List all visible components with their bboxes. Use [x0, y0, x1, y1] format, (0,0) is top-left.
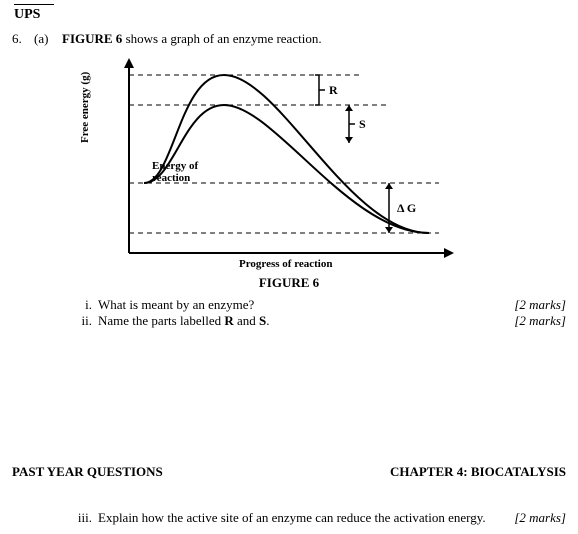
page: UPS 6. (a) FIGURE 6 shows a graph of an … [0, 0, 578, 329]
y-axis-label: Free energy (g) [79, 72, 91, 143]
figure-caption: FIGURE 6 [89, 275, 489, 291]
question-part: (a) [34, 31, 62, 47]
question-intro-text: shows a graph of an enzyme reaction. [122, 31, 321, 46]
sub-label-i: i. [70, 297, 98, 313]
sub-marks-i: [2 marks] [496, 297, 566, 313]
question-row: 6. (a) FIGURE 6 shows a graph of an enzy… [12, 31, 566, 47]
svg-text:S: S [359, 117, 366, 131]
sub-marks-ii: [2 marks] [496, 313, 566, 329]
enzyme-reaction-graph: Energy ofreaction Δ G R S Progress of reacti… [89, 53, 469, 273]
svg-text:R: R [329, 83, 338, 97]
sub-question-iii: iii. Explain how the active site of an e… [0, 510, 578, 526]
svg-text:Energy of: Energy of [152, 160, 198, 172]
figure-wrap: Free energy (g) Energy ofreactionΔ GRSPr… [89, 53, 489, 291]
sub-ii-pre: Name the parts labelled [98, 313, 224, 328]
footer-left: PAST YEAR QUESTIONS [12, 464, 163, 480]
header-ups: UPS [14, 4, 54, 23]
sub-text-iii: Explain how the active site of an enzyme… [98, 510, 496, 526]
sub-label-iii: iii. [70, 510, 98, 526]
sub-text-ii: Name the parts labelled R and S. [98, 313, 496, 329]
question-number: 6. [12, 31, 34, 47]
sub-ii-R: R [224, 313, 233, 328]
svg-text:Δ G: Δ G [397, 201, 416, 215]
question-intro: FIGURE 6 shows a graph of an enzyme reac… [62, 31, 322, 47]
svg-text:reaction: reaction [152, 172, 190, 184]
sub-marks-iii: [2 marks] [496, 510, 566, 526]
sub-question-i: i. What is meant by an enzyme? [2 marks] [70, 297, 566, 313]
sub-question-ii: ii. Name the parts labelled R and S. [2 … [70, 313, 566, 329]
sub-ii-mid: and [234, 313, 259, 328]
page-footer: PAST YEAR QUESTIONS CHAPTER 4: BIOCATALY… [0, 464, 578, 480]
svg-text:Progress of reaction: Progress of reaction [239, 258, 332, 270]
sub-label-ii: ii. [70, 313, 98, 329]
footer-right: CHAPTER 4: BIOCATALYSIS [390, 464, 566, 480]
sub-ii-post: . [266, 313, 269, 328]
figure-ref: FIGURE 6 [62, 31, 122, 46]
sub-text-i: What is meant by an enzyme? [98, 297, 496, 313]
sub-question-list: i. What is meant by an enzyme? [2 marks]… [70, 297, 566, 329]
